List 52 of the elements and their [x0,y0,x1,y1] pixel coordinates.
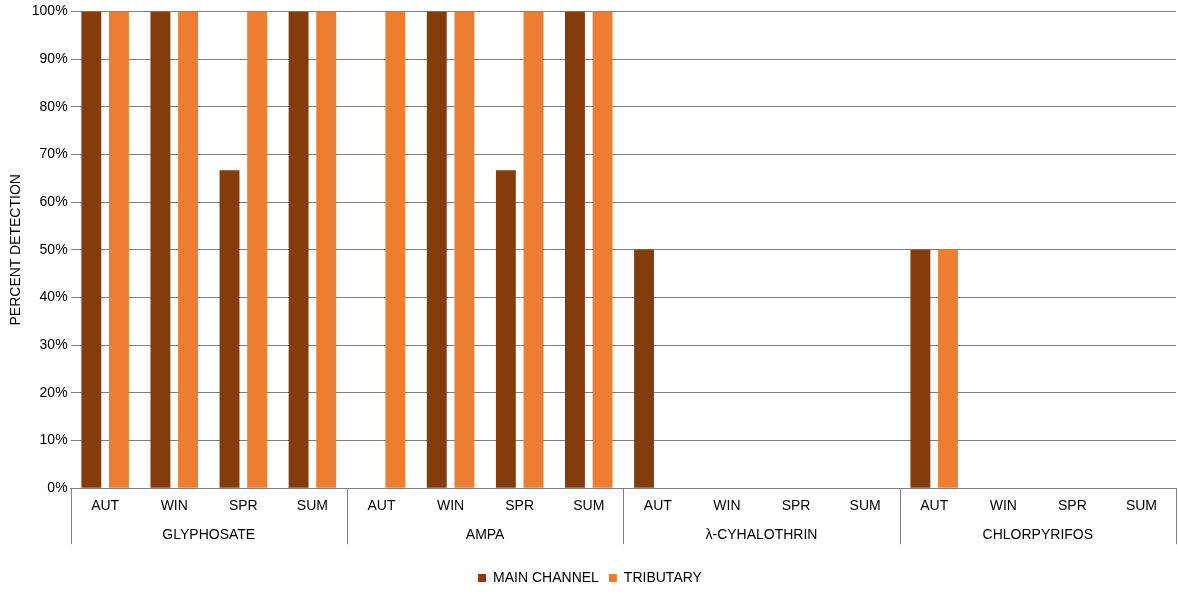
y-tick-label: 0% [47,479,68,496]
x-tick-label: SUM [573,497,605,514]
y-tick-label: 30% [39,336,68,353]
bar [178,11,198,488]
y-tick-label: 70% [39,145,68,162]
bar [564,11,585,488]
bar [81,11,102,488]
x-tick-label: AUT [367,497,396,514]
legend-label: MAIN CHANNEL [493,568,600,585]
y-tick-label: 40% [39,288,68,305]
x-tick-label: SUM [296,497,328,514]
bar [592,11,613,488]
bar [910,249,931,488]
bar [219,170,240,488]
x-tick-label: AUT [91,497,120,514]
text: CHLORPYRIFOS [982,526,1094,543]
y-tick-label: 20% [39,383,68,400]
bar [247,11,268,488]
x-tick-label: SPR [505,497,535,514]
bar [454,11,475,488]
y-tick-label: 10% [39,431,68,448]
y-tick-label: 50% [39,240,68,257]
bar [288,11,309,488]
y-tick-label: 60% [39,192,68,209]
y-tick-label: 90% [39,49,68,66]
text: AMPA [465,526,506,543]
x-tick-label: SPR [1057,497,1087,514]
bar [385,11,406,488]
y-tick-label: 80% [39,97,68,114]
x-tick-label: WIN [989,497,1017,514]
x-tick-label: AUT [643,497,673,514]
y-axis-title: PERCENT DETECTION [7,174,24,326]
bar [495,170,516,488]
legend-label: TRIBUTARY [623,568,703,585]
text: λ-CYHALOTHRIN [705,526,818,543]
text: GLYPHOSATE [162,526,256,543]
x-tick-label: SPR [228,497,258,514]
bar [634,249,654,488]
x-tick-label: SUM [849,497,881,514]
bar [109,11,129,488]
bar [938,249,958,488]
x-tick-label: SPR [781,497,811,514]
x-tick-label: WIN [436,497,465,514]
x-tick-label: SUM [1125,497,1158,514]
bar [426,11,447,488]
x-tick-label: AUT [920,497,949,514]
bar [150,11,171,488]
bar [523,11,544,488]
x-tick-label: WIN [160,497,188,514]
y-tick-label: 100% [31,2,68,19]
x-tick-label: WIN [713,497,741,514]
bar [316,11,337,488]
